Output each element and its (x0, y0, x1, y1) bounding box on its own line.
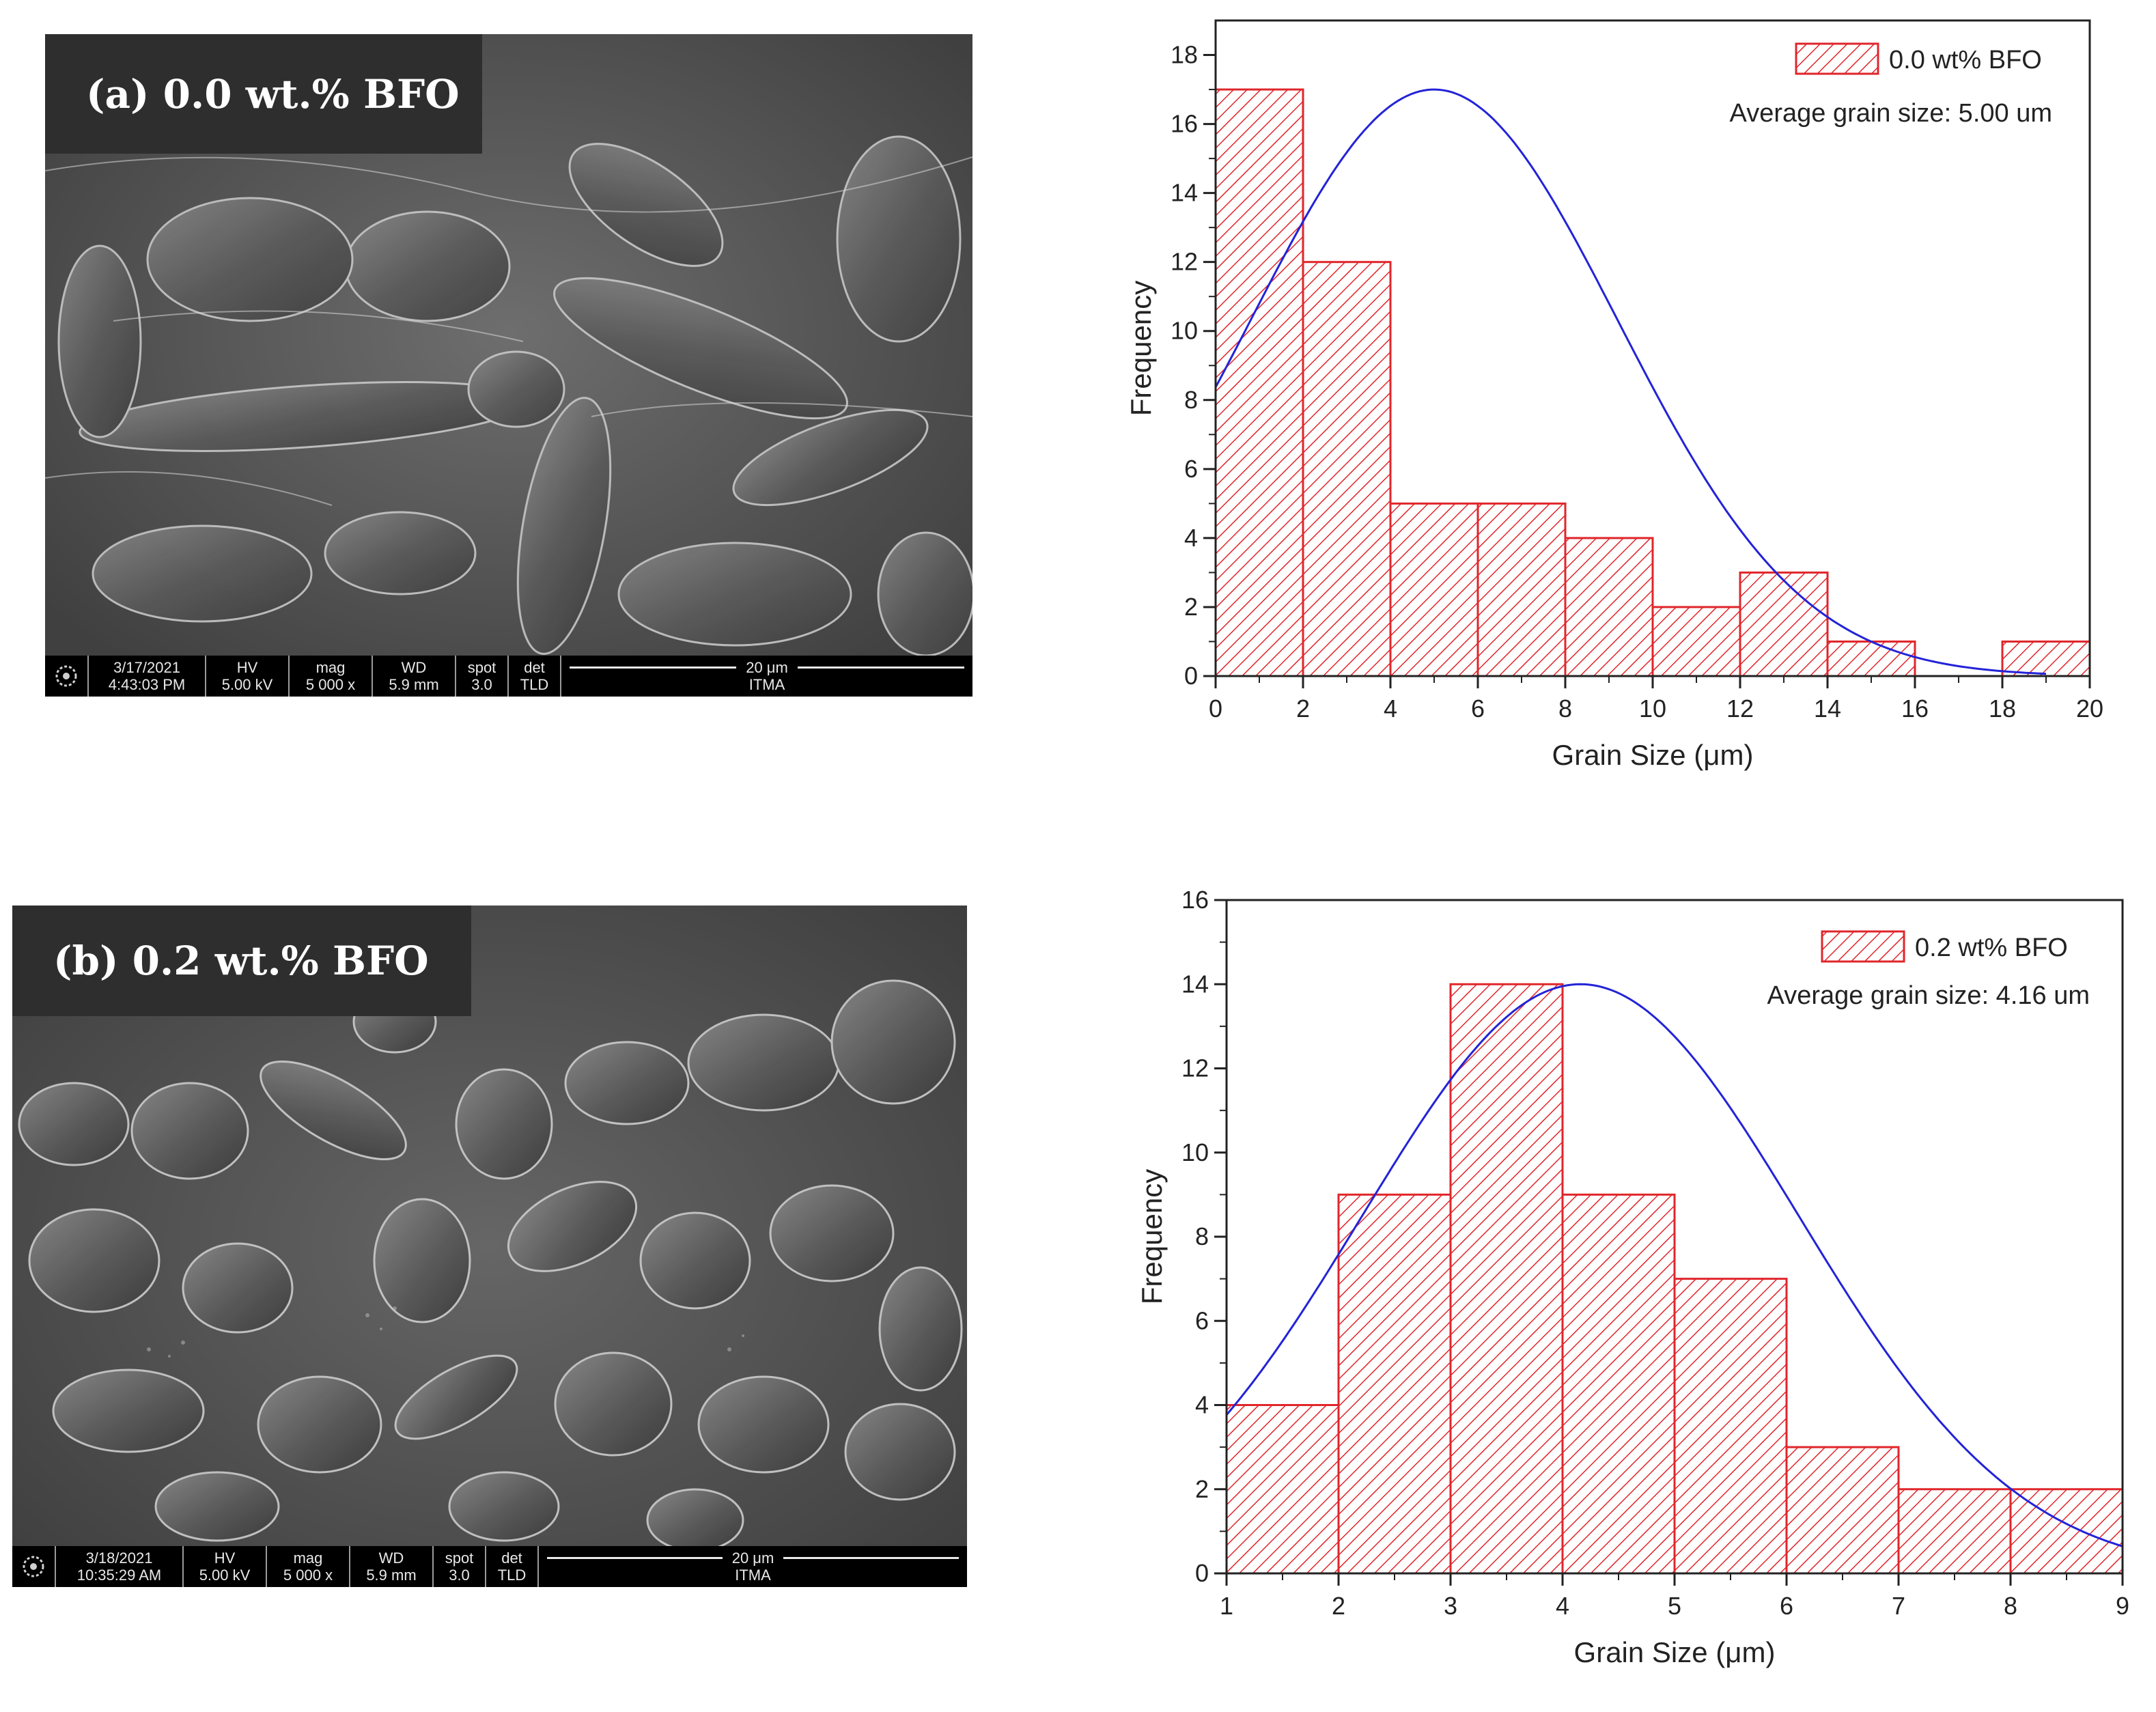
y-axis-label: Frequency (1136, 1169, 1168, 1304)
histogram-bar (1651, 606, 1741, 677)
y-tick-label: 18 (1171, 41, 1198, 69)
y-tick-label: 10 (1171, 317, 1198, 345)
histogram-bar (1302, 261, 1392, 677)
sem-spot: spot 3.0 (434, 1546, 486, 1587)
y-tick-label: 8 (1195, 1222, 1209, 1250)
x-tick-label: 5 (1668, 1592, 1681, 1620)
sem-mag: mag 5 000 x (290, 656, 373, 697)
x-tick-label: 2 (1296, 694, 1310, 722)
y-tick-label: 4 (1184, 524, 1198, 552)
sem-databar-b: 3/18/2021 10:35:29 AM HV 5.00 kV mag 5 000 … (12, 1546, 967, 1587)
x-tick-label: 12 (1726, 694, 1754, 722)
histogram-bar (1225, 1404, 1340, 1575)
histogram-bar (1673, 1278, 1788, 1575)
sem-image-a: (a) 0.0 wt.% BFO 3/17/2021 4:43:03 PM HV 5… (45, 34, 972, 697)
x-tick-label: 6 (1471, 694, 1485, 722)
histogram-bar (1826, 640, 1916, 677)
histogram-bar (1897, 1488, 2012, 1575)
histogram-bar (1561, 1193, 1676, 1575)
histogram-bar (1564, 537, 1654, 677)
y-tick-label: 8 (1184, 386, 1198, 414)
x-tick-label: 10 (1639, 694, 1666, 722)
x-tick-label: 7 (1892, 1592, 1905, 1620)
x-tick-label: 14 (1814, 694, 1841, 722)
sem-datetime: 3/17/2021 4:43:03 PM (89, 656, 206, 697)
x-tick-label: 0 (1209, 694, 1222, 722)
y-axis-label: Frequency (1125, 281, 1157, 416)
average-grain-size-annotation: Average grain size: 4.16 um (1767, 981, 2090, 1010)
x-tick-label: 8 (1558, 694, 1572, 722)
x-tick-label: 6 (1780, 1592, 1793, 1620)
instrument-logo-icon (12, 1546, 56, 1587)
histogram-chart-a: 0 2 4 6 8 10 12 14 16 18 20 0 2 4 6 8 10 12 14 16 18 Grain Si… (1093, 0, 2156, 806)
x-tick-label: 2 (1332, 1592, 1345, 1620)
x-tick-label: 4 (1556, 1592, 1569, 1620)
legend-label: 0.2 wt% BFO (1915, 934, 2068, 962)
x-tick-label: 4 (1384, 694, 1397, 722)
sem-databar-a: 3/17/2021 4:43:03 PM HV 5.00 kV mag 5 000 x… (45, 656, 972, 697)
legend-label: 0.0 wt% BFO (1889, 46, 2042, 74)
histogram-a-svg: 0 2 4 6 8 10 12 14 16 18 20 0 2 4 6 8 10 12 14 16 18 Grain Si… (1125, 19, 2103, 771)
gaussian-fit-line (1225, 983, 2123, 1547)
histogram-bar (1449, 983, 1564, 1575)
x-tick-label: 20 (2076, 694, 2103, 722)
sem-wd: WD 5.9 mm (350, 1546, 434, 1587)
y-tick-label: 16 (1181, 886, 1209, 914)
panel-a-label: (a) 0.0 wt.% BFO (45, 34, 482, 154)
y-tick-label: 0 (1195, 1559, 1209, 1587)
y-tick-label: 12 (1171, 248, 1198, 276)
histogram-bar (2001, 640, 2091, 677)
sem-scalebar: 20 μm ITMA (539, 1546, 967, 1587)
histogram-bar (1739, 571, 1829, 677)
histogram-bar (1337, 1193, 1452, 1575)
instrument-logo-icon (45, 656, 89, 697)
panel-b-label: (b) 0.2 wt.% BFO (12, 906, 471, 1016)
y-tick-label: 14 (1171, 179, 1198, 207)
sem-image-b: (b) 0.2 wt.% BFO 3/18/2021 10:35:29 AM HV… (12, 906, 967, 1587)
sem-datetime: 3/18/2021 10:35:29 AM (56, 1546, 184, 1587)
sem-scalebar: 20 μm ITMA (561, 656, 972, 697)
y-tick-label: 4 (1195, 1391, 1209, 1419)
y-tick-label: 0 (1184, 662, 1198, 690)
legend-swatch (1795, 42, 1879, 75)
y-tick-label: 12 (1181, 1054, 1209, 1082)
sem-texture-a (45, 34, 972, 697)
y-tick-label: 2 (1195, 1475, 1209, 1503)
y-tick-label: 6 (1184, 455, 1198, 483)
x-tick-label: 16 (1901, 694, 1929, 722)
y-tick-label: 10 (1181, 1138, 1209, 1166)
histogram-chart-b: 1 2 3 4 5 6 7 8 9 0 2 4 6 8 10 12 14 16 Grain Size (μm) Fre… (1093, 881, 2156, 1709)
x-axis-label: Grain Size (μm) (1574, 1636, 1776, 1668)
histogram-bar (1214, 88, 1304, 677)
histogram-bar (1785, 1446, 1900, 1575)
sem-hv: HV 5.00 kV (184, 1546, 267, 1587)
x-tick-label: 8 (2004, 1592, 2017, 1620)
y-tick-label: 2 (1184, 593, 1198, 621)
histogram-bar (1389, 502, 1479, 677)
x-tick-label: 3 (1444, 1592, 1457, 1620)
y-tick-label: 6 (1195, 1306, 1209, 1334)
y-tick-label: 16 (1171, 110, 1198, 138)
x-tick-label: 1 (1220, 1592, 1233, 1620)
sem-wd: WD 5.9 mm (373, 656, 456, 697)
sem-mag: mag 5 000 x (267, 1546, 350, 1587)
y-tick-label: 14 (1181, 970, 1209, 998)
average-grain-size-annotation: Average grain size: 5.00 um (1730, 99, 2052, 128)
sem-det: det TLD (486, 1546, 539, 1587)
histogram-bar (1476, 502, 1567, 677)
sem-spot: spot 3.0 (456, 656, 509, 697)
gaussian-fit-line (1214, 88, 2047, 675)
sem-hv: HV 5.00 kV (206, 656, 290, 697)
x-tick-label: 9 (2116, 1592, 2129, 1620)
legend-swatch (1821, 930, 1905, 963)
x-tick-label: 18 (1989, 694, 2016, 722)
sem-det: det TLD (509, 656, 561, 697)
x-axis-label: Grain Size (μm) (1552, 739, 1754, 771)
